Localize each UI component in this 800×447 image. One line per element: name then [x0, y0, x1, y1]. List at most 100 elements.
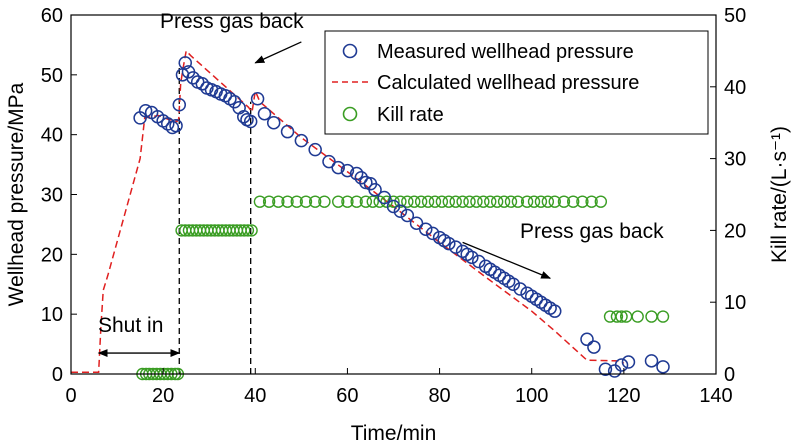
measured-pressure-point-40: [368, 182, 382, 197]
left-y-tick-label: 40: [41, 125, 63, 147]
measured-pressure-point-41: [377, 190, 392, 205]
kill-rate-point-65: [511, 195, 525, 208]
right-y-tick-label: 10: [724, 292, 746, 314]
annotation-arrow-2: [462, 241, 552, 279]
kill-rate-point-35: [281, 195, 294, 208]
kill-rate-point-56: [449, 195, 462, 208]
legend-marker-kill-rate: [342, 106, 358, 122]
measured-pressure-point-31: [294, 133, 309, 148]
kill-rate-point-32: [253, 195, 267, 208]
kill-rate-point-42: [350, 195, 363, 208]
x-tick-label: 140: [699, 385, 732, 407]
right-y-tick-label: 50: [724, 5, 746, 27]
legend-label-kill-rate: Kill rate: [377, 104, 444, 126]
measured-pressure-point-73: [598, 362, 613, 376]
measured-pressure-point-62: [506, 277, 521, 291]
kill-rate-point-69: [541, 195, 555, 208]
measured-pressure-point-8: [169, 118, 183, 133]
x-axis-ticks: 0 20 40 60 80 100 120 140: [65, 368, 733, 407]
measured-pressure-point-37: [354, 170, 368, 185]
measured-pressure-point-75: [614, 358, 629, 372]
kill-rate-point-34: [272, 195, 285, 208]
measured-pressure-point-26: [243, 114, 258, 129]
x-tick-label: 100: [515, 385, 548, 407]
left-y-tick-label: 60: [41, 5, 63, 27]
x-tick-label: 120: [607, 385, 640, 407]
kill-rate-point-38: [308, 195, 322, 208]
series-line-calculated-wellhead-pressure: [71, 49, 625, 373]
measured-pressure-point-77: [644, 354, 659, 368]
kill-rate-point-74: [585, 195, 598, 208]
measured-pressure-point-55: [471, 254, 486, 269]
kill-rate-point-57: [456, 195, 469, 208]
legend-label-measured: Measured wellhead pressure: [377, 41, 634, 63]
measured-pressure-point-2: [138, 103, 153, 118]
kill-rate-point-64: [504, 195, 518, 208]
right-y-tick-label: 20: [724, 220, 746, 242]
kill-rate-point-66: [520, 195, 534, 208]
kill-rate-point-62: [490, 195, 504, 208]
kill-rate-point-29: [238, 224, 251, 237]
annotation-shut-in: Shut in: [98, 314, 163, 337]
x-tick-label: 20: [152, 385, 174, 407]
measured-pressure-point-34: [331, 160, 345, 175]
measured-pressure-point-29: [266, 115, 281, 130]
kill-rate-point-45: [373, 195, 386, 208]
measured-pressure-point-43: [393, 204, 408, 219]
measured-pressure-point-6: [161, 117, 175, 131]
measured-pressure-point-47: [425, 226, 440, 241]
measured-pressure-point-46: [419, 222, 433, 236]
measured-pressure-point-51: [448, 240, 463, 254]
kill-rate-point-60: [477, 195, 490, 208]
measured-pressure-point-78: [656, 360, 670, 374]
measured-pressure-point-13: [186, 71, 200, 85]
right-y-tick-label: 40: [724, 77, 746, 99]
left-y-tick-label: 30: [41, 185, 63, 207]
kill-rate-point-59: [470, 195, 483, 208]
kill-rate-point-80: [631, 310, 644, 323]
kill-rate-point-77: [610, 310, 624, 323]
kill-rate-point-40: [332, 195, 345, 208]
x-tick-label: 80: [428, 385, 450, 407]
left-y-tick-label: 10: [41, 304, 63, 326]
kill-rate-point-50: [408, 195, 421, 208]
measured-pressure-point-71: [580, 332, 594, 347]
kill-rate-point-31: [245, 224, 258, 237]
legend-label-calculated: Calculated wellhead pressure: [377, 72, 639, 94]
measured-pressure-point-44: [400, 208, 415, 223]
measured-pressure-point-15: [195, 77, 210, 91]
kill-rate-point-33: [262, 195, 276, 208]
x-tick-label: 60: [336, 385, 358, 407]
measured-pressure-point-32: [308, 142, 322, 157]
kill-rate-point-52: [421, 195, 435, 208]
kill-rate-point-51: [414, 195, 428, 208]
kill-rate-point-49: [401, 195, 414, 208]
x-tick-label: 40: [244, 385, 266, 407]
right-y-axis-ticks: 0 10 20 30 40 50: [710, 5, 746, 386]
kill-rate-point-55: [442, 195, 455, 208]
legend-box: [324, 30, 709, 135]
kill-rate-point-71: [557, 195, 571, 208]
kill-rate-point-36: [290, 195, 303, 208]
left-y-tick-label: 0: [52, 364, 63, 386]
kill-rate-point-78: [615, 310, 628, 323]
x-axis-label: Time/min: [351, 422, 437, 445]
measured-pressure-point-30: [280, 124, 295, 139]
kill-rate-point-53: [428, 195, 442, 208]
measured-pressure-point-35: [340, 163, 355, 178]
measured-pressure-point-76: [621, 355, 636, 369]
measured-pressure-point-9: [172, 98, 187, 112]
kill-rate-point-54: [435, 195, 449, 208]
kill-rate-point-72: [566, 195, 580, 208]
measured-pressure-point-33: [322, 154, 336, 169]
kill-rate-point-75: [594, 195, 608, 208]
kill-rate-point-68: [534, 195, 548, 208]
measured-pressure-point-72: [587, 340, 601, 354]
right-y-tick-label: 0: [724, 364, 735, 386]
annotation-press-gas-back-2: Press gas back: [520, 220, 664, 243]
measured-pressure-point-42: [386, 199, 401, 214]
kill-rate-point-39: [318, 195, 331, 208]
measured-pressure-point-24: [237, 109, 251, 124]
right-y-axis-label: Kill rate/(L·s⁻¹): [768, 126, 791, 263]
